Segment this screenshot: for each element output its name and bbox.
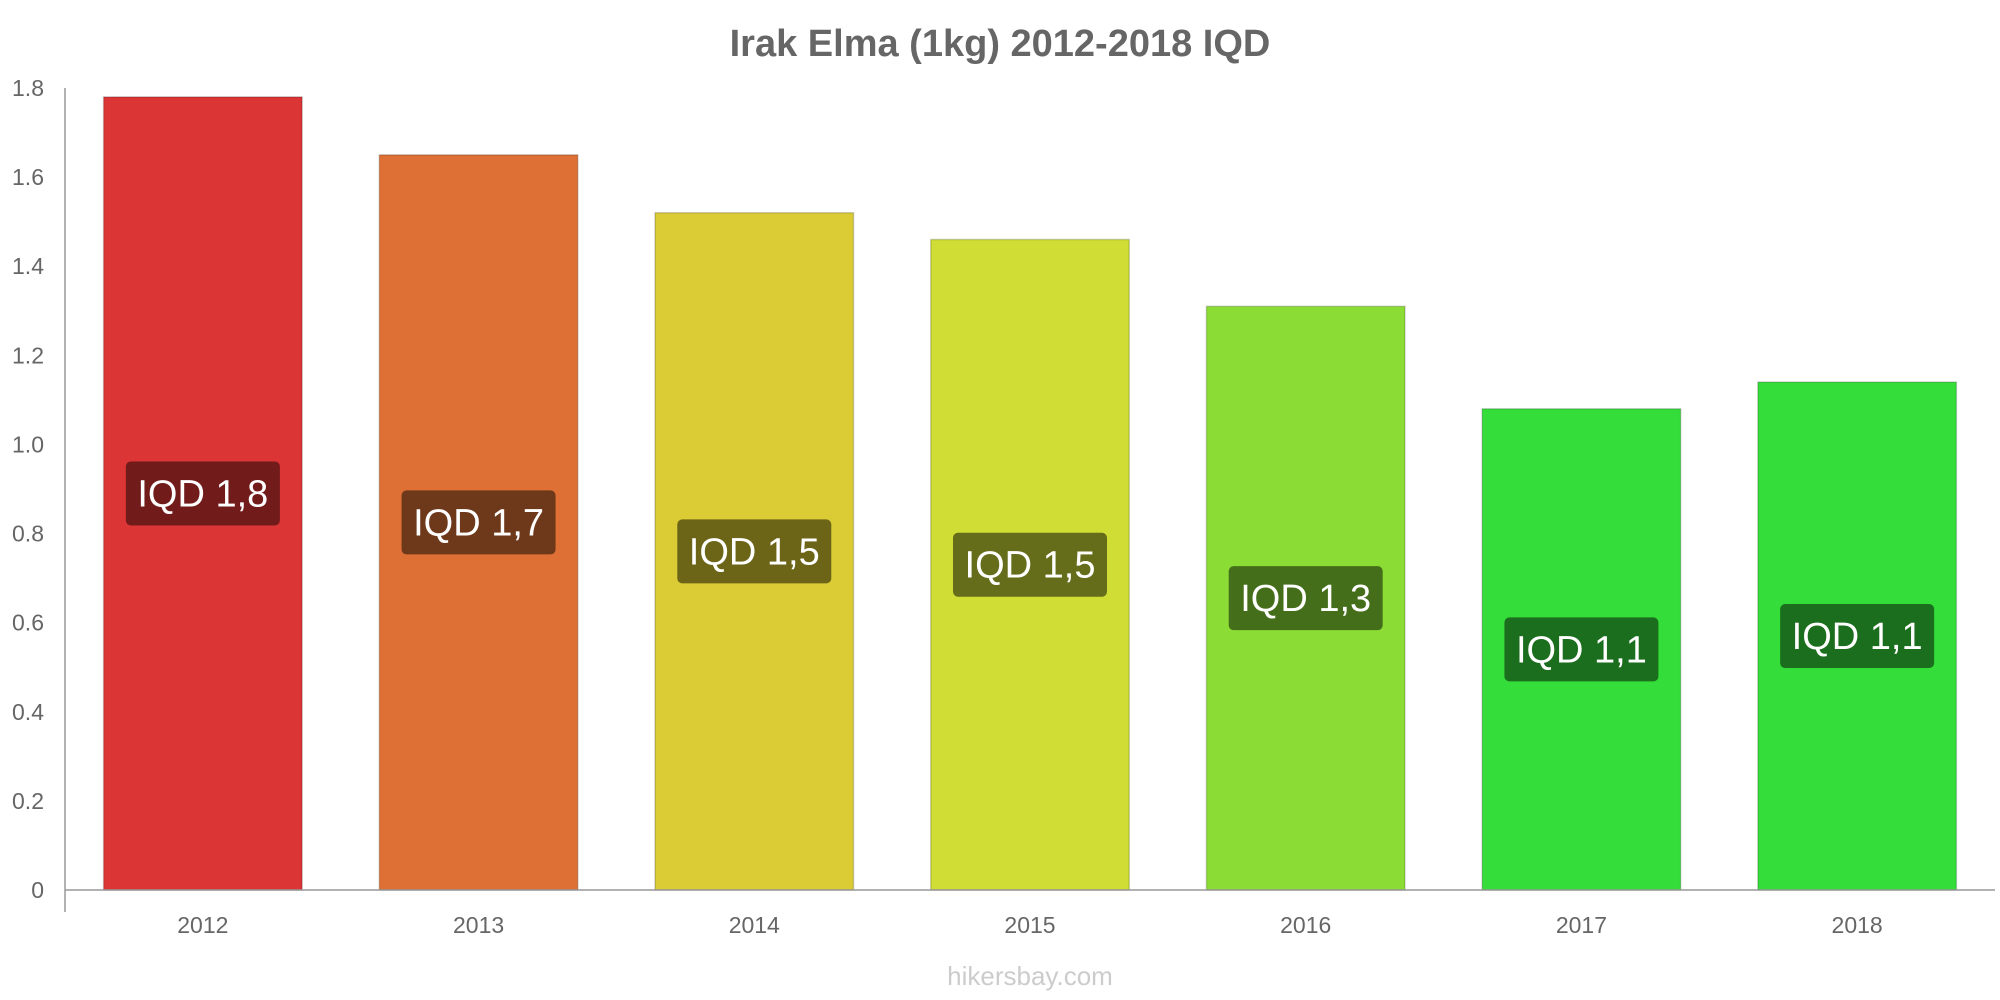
y-tick-label: 1.6 [12, 164, 44, 190]
y-tick-label: 0 [31, 877, 44, 903]
data-label: IQD 1,5 [965, 545, 1096, 587]
x-tick-label: 2016 [1280, 912, 1331, 938]
x-tick-label: 2014 [729, 912, 780, 938]
data-label: IQD 1,1 [1792, 616, 1923, 658]
x-tick-label: 2012 [177, 912, 228, 938]
x-tick-label: 2018 [1832, 912, 1883, 938]
x-tick-label: 2017 [1556, 912, 1607, 938]
y-tick-label: 1.0 [12, 431, 44, 457]
data-label: IQD 1,3 [1240, 578, 1371, 620]
data-label: IQD 1,7 [413, 502, 544, 544]
data-label: IQD 1,1 [1516, 629, 1647, 671]
y-tick-label: 1.2 [12, 342, 44, 368]
x-tick-label: 2015 [1004, 912, 1055, 938]
bars-group: IQD 1,8 IQD 1,7 IQD 1,5 IQD 1,5 IQD 1,3 IQD 1… [102, 96, 1958, 891]
data-label-box [1504, 617, 1659, 682]
data-label-box [125, 461, 280, 526]
y-tick-label: 1.8 [12, 75, 44, 101]
data-label-box [953, 532, 1107, 597]
data-label-box [1228, 566, 1383, 631]
data-label-box [401, 490, 556, 555]
chart-title: Irak Elma (1kg) 2012-2018 IQD [730, 23, 1271, 65]
data-label: IQD 1,5 [689, 531, 820, 573]
y-tick-label: 0.8 [12, 521, 44, 547]
y-axis: 0 0.2 0.4 0.6 0.8 1.0 1.2 1.4 1.6 1.8 [12, 75, 44, 903]
data-label-box [677, 519, 832, 584]
x-axis: 2012 2013 2014 2015 2016 2017 2018 [177, 912, 1882, 938]
watermark: hikersbay.com [947, 961, 1113, 991]
y-tick-label: 1.4 [12, 253, 44, 279]
data-label-box [1780, 604, 1935, 669]
y-tick-label: 0.6 [12, 610, 44, 636]
x-tick-label: 2013 [453, 912, 504, 938]
y-tick-label: 0.2 [12, 788, 44, 814]
data-label: IQD 1,8 [137, 473, 268, 515]
y-tick-label: 0.4 [12, 699, 44, 725]
